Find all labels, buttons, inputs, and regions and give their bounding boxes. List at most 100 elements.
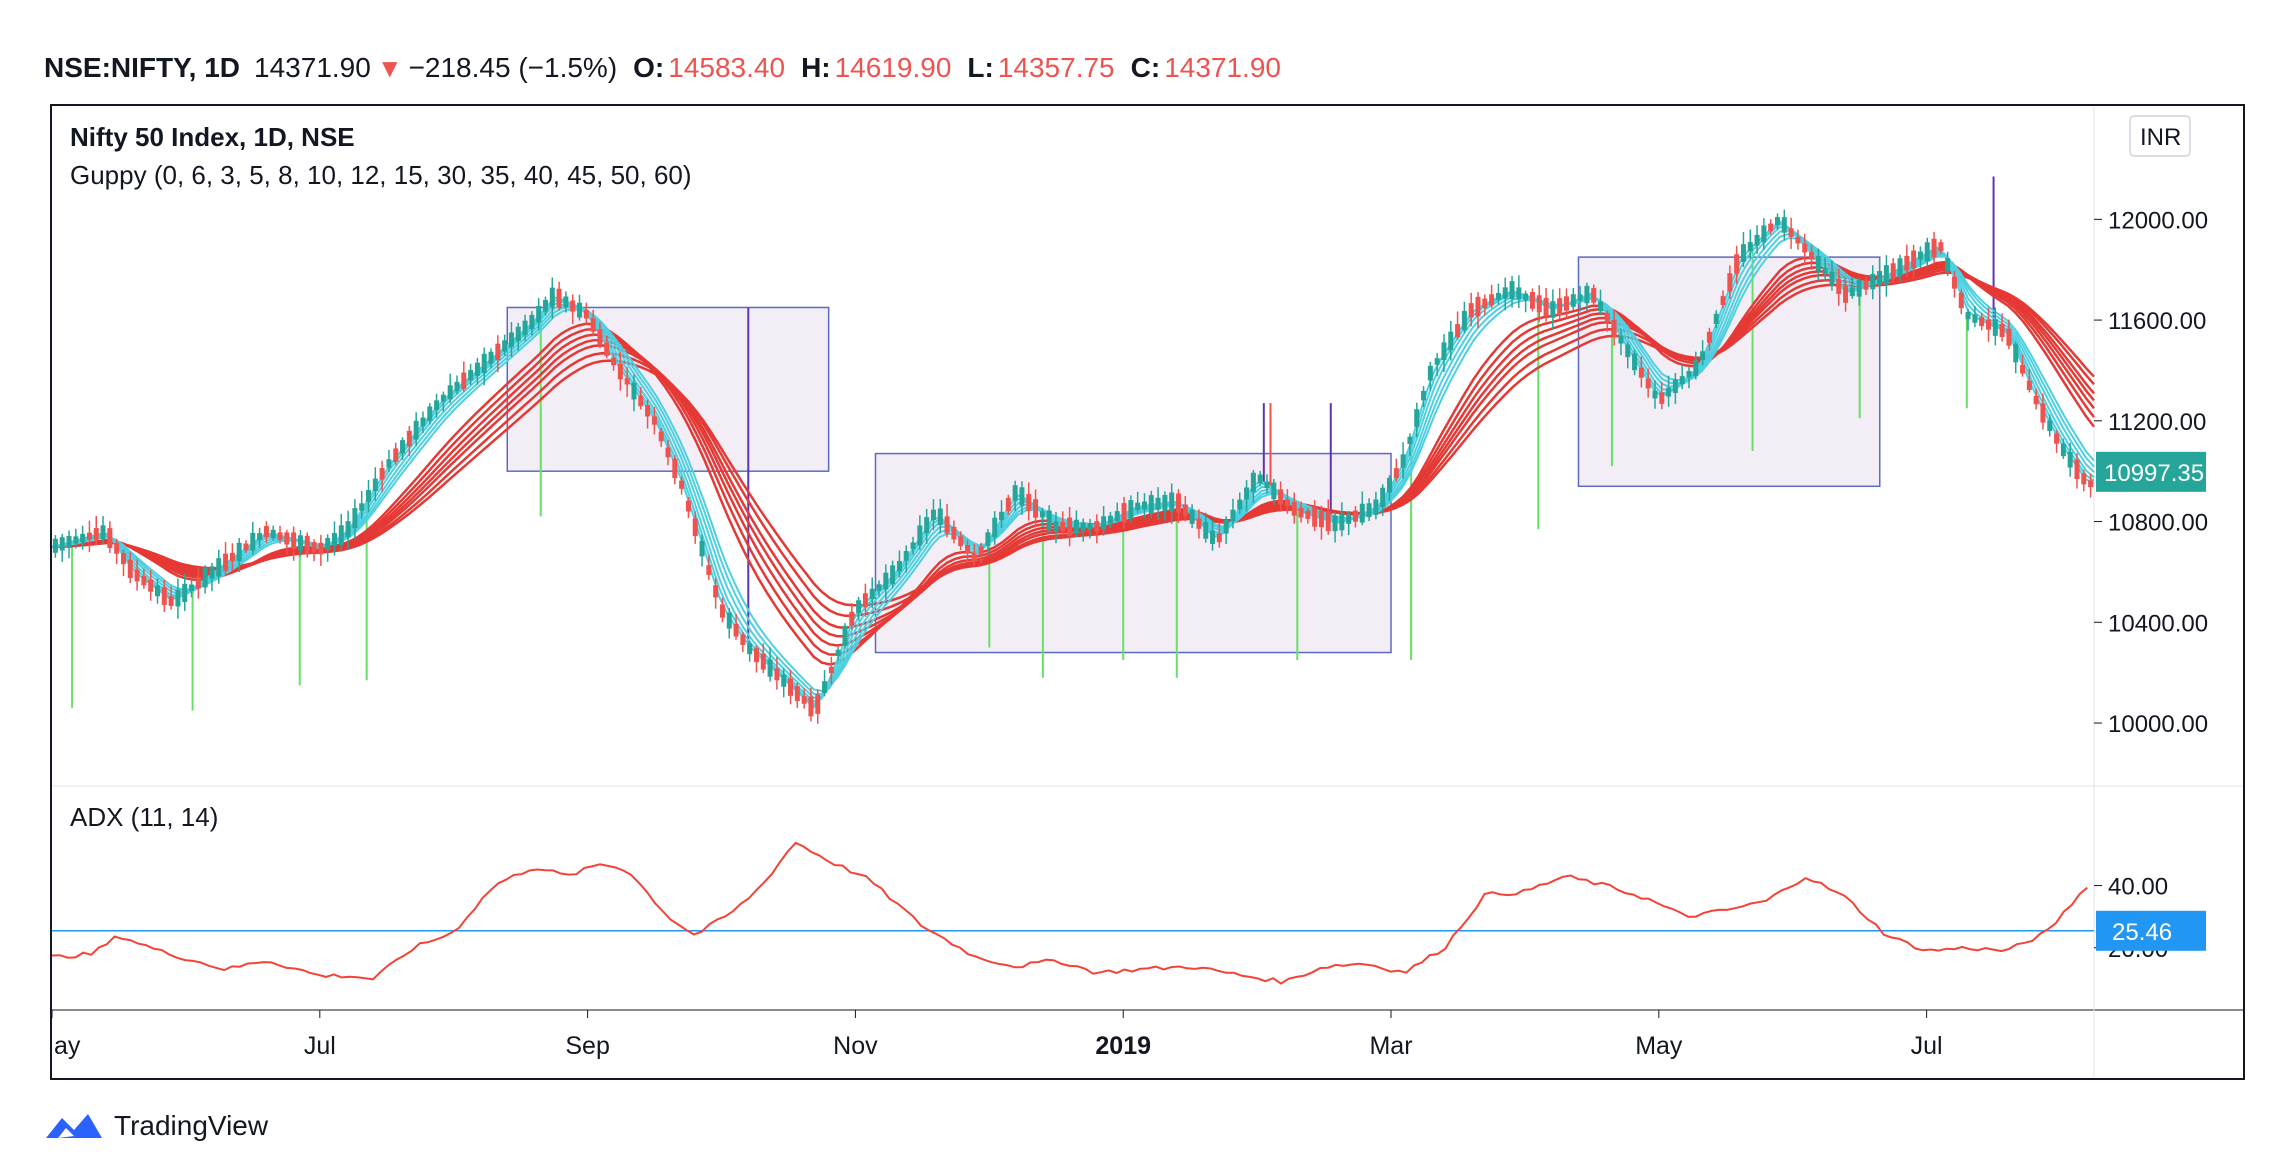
candle[interactable]	[1448, 321, 1453, 361]
candle-body	[958, 536, 963, 546]
candle[interactable]	[1884, 255, 1889, 297]
candle[interactable]	[448, 374, 453, 403]
candle-body	[666, 448, 671, 458]
candle[interactable]	[107, 521, 112, 553]
candle[interactable]	[2013, 342, 2018, 374]
candle[interactable]	[747, 641, 752, 662]
candle-body	[1557, 298, 1562, 315]
symbol-label[interactable]: NSE:NIFTY, 1D	[44, 52, 240, 84]
candle[interactable]	[849, 603, 854, 630]
candle-body	[1401, 454, 1406, 467]
candle-body	[652, 416, 657, 424]
candle-body	[795, 686, 800, 701]
candle-body	[1394, 468, 1399, 478]
candle-body	[1489, 294, 1494, 305]
candle-body	[475, 363, 480, 376]
candle-body	[972, 554, 977, 562]
candle[interactable]	[121, 550, 126, 576]
candle-body	[877, 584, 882, 590]
candle-body	[250, 533, 255, 551]
candle[interactable]	[774, 657, 779, 690]
candle-body	[312, 542, 317, 553]
candle[interactable]	[209, 563, 214, 591]
candle-body	[1482, 299, 1487, 308]
candle-body	[489, 352, 494, 364]
candle-body	[1789, 228, 1794, 237]
candle[interactable]	[815, 689, 820, 723]
adx-legend[interactable]: ADX (11, 14)	[70, 802, 218, 832]
candle[interactable]	[250, 522, 255, 555]
candle[interactable]	[1455, 312, 1460, 340]
candle-body	[938, 509, 943, 526]
candle[interactable]	[754, 646, 759, 673]
candle[interactable]	[67, 531, 72, 559]
candle-body	[1612, 320, 1617, 337]
candle-body	[209, 566, 214, 578]
footer-brand[interactable]: TradingView	[44, 1098, 268, 1154]
candle-body	[148, 580, 153, 592]
candle[interactable]	[856, 597, 861, 621]
chart-canvas[interactable]: 10000.00 10400.00 10800.00 11200.00 11600.00…	[52, 106, 2245, 1080]
chart-frame[interactable]: 10000.00 10400.00 10800.00 11200.00 11600.00…	[50, 104, 2245, 1080]
time-tick-label: 2019	[1095, 1032, 1151, 1060]
candle[interactable]	[87, 521, 92, 552]
chart-title[interactable]: Nifty 50 Index, 1D, NSE	[70, 122, 355, 152]
candle[interactable]	[325, 534, 330, 561]
candle-body	[1857, 280, 1862, 296]
candle[interactable]	[393, 443, 398, 465]
candle-body	[1156, 498, 1161, 510]
candle-body	[414, 421, 419, 440]
price-tick-label: 11600.00	[2108, 308, 2206, 335]
candle[interactable]	[1462, 302, 1467, 334]
guppy-legend[interactable]: Guppy (0, 6, 3, 5, 8, 10, 12, 15, 30, 35…	[70, 160, 692, 190]
candle[interactable]	[557, 282, 562, 311]
candle-body	[427, 406, 432, 420]
candle[interactable]	[318, 535, 323, 566]
candle[interactable]	[740, 632, 745, 652]
candle-body	[1591, 288, 1596, 303]
range-box-2[interactable]	[875, 454, 1391, 653]
candle[interactable]	[822, 670, 827, 696]
candle[interactable]	[461, 362, 466, 392]
candle-body	[1122, 503, 1127, 522]
candle[interactable]	[312, 539, 317, 561]
candle-body	[1149, 495, 1154, 514]
candle[interactable]	[672, 455, 677, 484]
candle[interactable]	[1741, 232, 1746, 267]
candle-body	[175, 590, 180, 607]
time-tick-label: Nov	[833, 1032, 878, 1060]
candle[interactable]	[1489, 285, 1494, 308]
candle-body	[754, 648, 759, 662]
candle[interactable]	[842, 623, 847, 649]
candle[interactable]	[1550, 289, 1555, 329]
candle[interactable]	[1530, 288, 1535, 311]
candle[interactable]	[788, 670, 793, 704]
candle[interactable]	[795, 683, 800, 708]
candle[interactable]	[60, 534, 65, 562]
candle[interactable]	[1789, 218, 1794, 249]
candle[interactable]	[577, 295, 582, 321]
candle-body	[1367, 503, 1372, 517]
candle[interactable]	[1435, 353, 1440, 376]
candle-body	[1230, 510, 1235, 522]
candle[interactable]	[2054, 430, 2059, 453]
candle-body	[631, 383, 636, 400]
candle[interactable]	[1571, 288, 1576, 310]
candle-body	[441, 395, 446, 402]
candle[interactable]	[53, 535, 58, 558]
candle-body	[1544, 298, 1549, 316]
candle-body	[2074, 459, 2079, 479]
candle-body	[618, 364, 623, 380]
candle-body	[1115, 511, 1120, 521]
candle-body	[550, 288, 555, 307]
candle[interactable]	[203, 565, 208, 593]
candle-body	[1755, 235, 1760, 246]
candle[interactable]	[305, 533, 310, 558]
candle-body	[1176, 494, 1181, 513]
candle[interactable]	[1959, 289, 1964, 314]
candle-body	[1823, 268, 1828, 275]
candle[interactable]	[175, 578, 180, 618]
down-arrow-icon: ▼	[377, 53, 403, 84]
candle-body	[1870, 274, 1875, 289]
candle-body	[679, 481, 684, 489]
